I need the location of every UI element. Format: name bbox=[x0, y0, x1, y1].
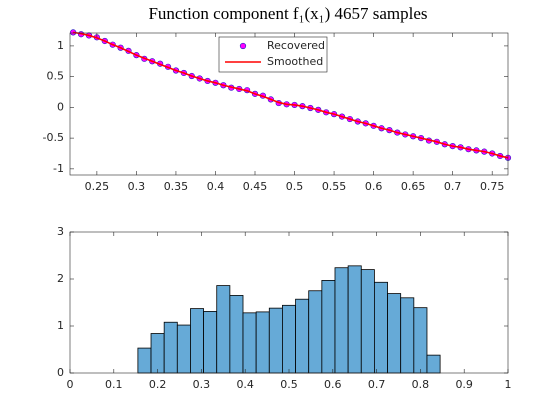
y-tick-label: 0 bbox=[57, 366, 64, 379]
x-tick-label: 0.45 bbox=[243, 180, 268, 193]
histogram-bar bbox=[374, 281, 388, 374]
histogram-bar bbox=[426, 354, 441, 374]
histogram-bar bbox=[137, 347, 152, 374]
x-tick-label: 0.6 bbox=[324, 378, 342, 391]
histogram-bar bbox=[268, 307, 283, 374]
histogram-bar bbox=[176, 324, 191, 374]
x-tick-label: 0.65 bbox=[401, 180, 426, 193]
x-tick-label: 0.9 bbox=[455, 378, 473, 391]
x-tick-label: 0.6 bbox=[365, 180, 383, 193]
x-tick-label: 1 bbox=[505, 378, 512, 391]
y-tick-label: 2 bbox=[57, 272, 64, 285]
x-tick-label: 0.4 bbox=[207, 180, 225, 193]
x-tick-label: 0.7 bbox=[444, 180, 462, 193]
y-tick-label: -0.5 bbox=[43, 131, 64, 144]
histogram-bar bbox=[282, 304, 296, 374]
histogram-bar bbox=[216, 285, 231, 374]
x-tick-label: 0 bbox=[67, 378, 74, 391]
histogram-bar bbox=[255, 311, 270, 374]
y-tick-label: 1 bbox=[57, 39, 64, 52]
x-tick-label: 0.4 bbox=[236, 378, 254, 391]
x-tick-label: 0.55 bbox=[322, 180, 347, 193]
y-tick-label: 3 bbox=[57, 225, 64, 238]
y-tick-label: 0 bbox=[57, 100, 64, 113]
x-tick-label: 0.2 bbox=[149, 378, 167, 391]
histogram-bar bbox=[295, 298, 310, 374]
smoothed-line bbox=[73, 31, 509, 159]
histogram-bar bbox=[163, 321, 178, 374]
legend-box bbox=[218, 36, 328, 73]
histogram-bar bbox=[334, 267, 349, 374]
axes-box bbox=[69, 32, 509, 176]
x-tick-label: 0.25 bbox=[85, 180, 110, 193]
histogram-bar bbox=[387, 293, 402, 374]
chart-title: Function component f₁(x₁) 4657 samples bbox=[148, 4, 427, 23]
y-tick-label: -1 bbox=[53, 162, 64, 175]
x-tick-label: 0.3 bbox=[193, 378, 211, 391]
y-tick-label: 1 bbox=[57, 319, 64, 332]
histogram-bar bbox=[229, 295, 244, 374]
histogram-bar bbox=[190, 308, 204, 374]
x-tick-label: 0.75 bbox=[480, 180, 505, 193]
x-tick-label: 0.3 bbox=[128, 180, 146, 193]
legend-marker bbox=[239, 42, 247, 50]
x-tick-label: 0.35 bbox=[164, 180, 189, 193]
histogram-bar bbox=[150, 333, 165, 374]
legend-label: Recovered bbox=[267, 39, 325, 52]
y-tick-label: 0.5 bbox=[47, 70, 65, 83]
histogram-bar bbox=[203, 311, 218, 374]
x-tick-label: 0.5 bbox=[286, 180, 304, 193]
histogram-bar bbox=[242, 312, 257, 374]
x-tick-label: 0.7 bbox=[368, 378, 386, 391]
histogram-bar bbox=[400, 297, 415, 374]
histogram-bar bbox=[321, 280, 336, 374]
legend-label: Smoothed bbox=[267, 55, 323, 68]
x-tick-label: 0.8 bbox=[412, 378, 430, 391]
x-tick-label: 0.5 bbox=[280, 378, 298, 391]
histogram-bar bbox=[360, 269, 375, 374]
histogram-bar bbox=[308, 290, 323, 374]
histogram-bar bbox=[347, 265, 362, 374]
x-tick-label: 0.1 bbox=[105, 378, 123, 391]
histogram-bar bbox=[413, 307, 428, 374]
